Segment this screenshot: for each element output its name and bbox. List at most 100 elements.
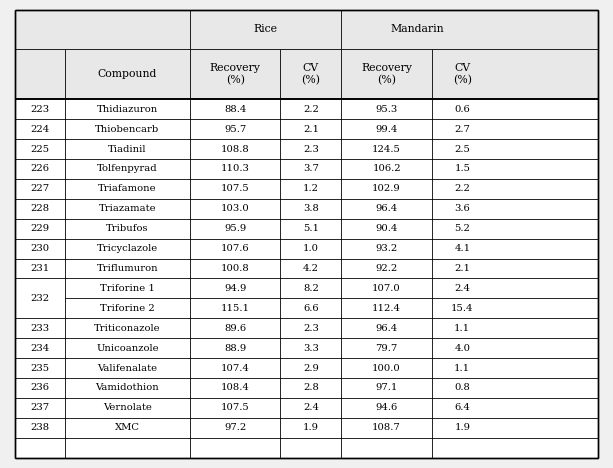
Text: 102.9: 102.9 <box>372 184 401 193</box>
Text: 6.4: 6.4 <box>454 403 470 412</box>
Text: CV
(%): CV (%) <box>453 63 472 85</box>
Text: CV
(%): CV (%) <box>302 63 321 85</box>
Text: 88.9: 88.9 <box>224 344 246 353</box>
Text: Tribufos: Tribufos <box>106 224 149 233</box>
Text: 1.1: 1.1 <box>454 324 470 333</box>
Text: 235: 235 <box>31 364 50 373</box>
Text: 228: 228 <box>31 204 50 213</box>
Text: Rice: Rice <box>254 24 278 35</box>
Text: 226: 226 <box>31 164 50 174</box>
Text: 1.1: 1.1 <box>454 364 470 373</box>
Text: Triforine 1: Triforine 1 <box>100 284 155 293</box>
Text: 94.9: 94.9 <box>224 284 246 293</box>
Text: 15.4: 15.4 <box>451 304 473 313</box>
Text: 93.2: 93.2 <box>375 244 398 253</box>
Text: 237: 237 <box>31 403 50 412</box>
Text: Tricyclazole: Tricyclazole <box>97 244 158 253</box>
Text: Tolfenpyrad: Tolfenpyrad <box>97 164 158 174</box>
Text: 107.0: 107.0 <box>372 284 401 293</box>
Text: 2.8: 2.8 <box>303 383 319 393</box>
Text: 2.2: 2.2 <box>454 184 470 193</box>
Text: Thiobencarb: Thiobencarb <box>95 124 159 133</box>
Text: Compound: Compound <box>97 69 157 79</box>
Text: 103.0: 103.0 <box>221 204 249 213</box>
Bar <box>15 10 598 49</box>
Text: 96.4: 96.4 <box>375 324 398 333</box>
Text: 2.3: 2.3 <box>303 145 319 154</box>
Text: 106.2: 106.2 <box>372 164 401 174</box>
Text: XMC: XMC <box>115 424 140 432</box>
Text: 3.3: 3.3 <box>303 344 319 353</box>
Text: 3.6: 3.6 <box>454 204 470 213</box>
Text: Tiadinil: Tiadinil <box>108 145 147 154</box>
Text: 96.4: 96.4 <box>375 204 398 213</box>
Text: 231: 231 <box>31 264 50 273</box>
Text: 92.2: 92.2 <box>375 264 398 273</box>
Text: 2.4: 2.4 <box>454 284 470 293</box>
Text: Vamidothion: Vamidothion <box>96 383 159 393</box>
Text: 88.4: 88.4 <box>224 105 246 114</box>
Text: 224: 224 <box>31 124 50 133</box>
Text: 1.5: 1.5 <box>454 164 470 174</box>
Text: 2.4: 2.4 <box>303 403 319 412</box>
Text: 225: 225 <box>31 145 50 154</box>
Text: 90.4: 90.4 <box>375 224 398 233</box>
Text: 233: 233 <box>31 324 50 333</box>
Text: 4.2: 4.2 <box>303 264 319 273</box>
Text: 230: 230 <box>31 244 50 253</box>
Text: 107.5: 107.5 <box>221 403 249 412</box>
Text: Triforine 2: Triforine 2 <box>100 304 155 313</box>
Text: 95.3: 95.3 <box>375 105 398 114</box>
Text: Triafamone: Triafamone <box>98 184 157 193</box>
Bar <box>15 49 598 99</box>
Text: Thidiazuron: Thidiazuron <box>97 105 158 114</box>
Text: 100.0: 100.0 <box>372 364 401 373</box>
Text: 95.7: 95.7 <box>224 124 246 133</box>
Text: 100.8: 100.8 <box>221 264 249 273</box>
Text: 79.7: 79.7 <box>375 344 398 353</box>
Text: 223: 223 <box>31 105 50 114</box>
Text: Unicoanzole: Unicoanzole <box>96 344 159 353</box>
Text: 229: 229 <box>31 224 50 233</box>
Text: 1.9: 1.9 <box>454 424 470 432</box>
Text: 3.8: 3.8 <box>303 204 319 213</box>
Text: 6.6: 6.6 <box>303 304 319 313</box>
Bar <box>15 99 598 458</box>
Text: 2.9: 2.9 <box>303 364 319 373</box>
Text: 0.8: 0.8 <box>454 383 470 393</box>
Text: Vernolate: Vernolate <box>103 403 152 412</box>
Text: 107.4: 107.4 <box>221 364 249 373</box>
Text: 1.2: 1.2 <box>303 184 319 193</box>
Text: 108.8: 108.8 <box>221 145 249 154</box>
Text: 8.2: 8.2 <box>303 284 319 293</box>
Text: 112.4: 112.4 <box>372 304 401 313</box>
Text: 110.3: 110.3 <box>221 164 249 174</box>
Text: 97.2: 97.2 <box>224 424 246 432</box>
Text: 3.7: 3.7 <box>303 164 319 174</box>
Text: 2.1: 2.1 <box>303 124 319 133</box>
Text: 94.6: 94.6 <box>375 403 398 412</box>
Text: 108.4: 108.4 <box>221 383 249 393</box>
Text: 1.0: 1.0 <box>303 244 319 253</box>
Text: 238: 238 <box>31 424 50 432</box>
Text: 115.1: 115.1 <box>221 304 249 313</box>
Text: 107.5: 107.5 <box>221 184 249 193</box>
Text: 108.7: 108.7 <box>372 424 401 432</box>
Text: 2.3: 2.3 <box>303 324 319 333</box>
Text: Triazamate: Triazamate <box>99 204 156 213</box>
Text: 234: 234 <box>31 344 50 353</box>
Text: 5.1: 5.1 <box>303 224 319 233</box>
Text: 232: 232 <box>31 294 50 303</box>
Text: 2.5: 2.5 <box>454 145 470 154</box>
Text: 97.1: 97.1 <box>375 383 398 393</box>
Text: Valifenalate: Valifenalate <box>97 364 158 373</box>
Text: 89.6: 89.6 <box>224 324 246 333</box>
Text: 107.6: 107.6 <box>221 244 249 253</box>
Text: 2.1: 2.1 <box>454 264 470 273</box>
Text: Recovery
(%): Recovery (%) <box>210 63 261 85</box>
Text: Triticonazole: Triticonazole <box>94 324 161 333</box>
Text: 2.2: 2.2 <box>303 105 319 114</box>
Text: 227: 227 <box>31 184 50 193</box>
Text: Triflumuron: Triflumuron <box>97 264 158 273</box>
Text: 4.0: 4.0 <box>454 344 470 353</box>
